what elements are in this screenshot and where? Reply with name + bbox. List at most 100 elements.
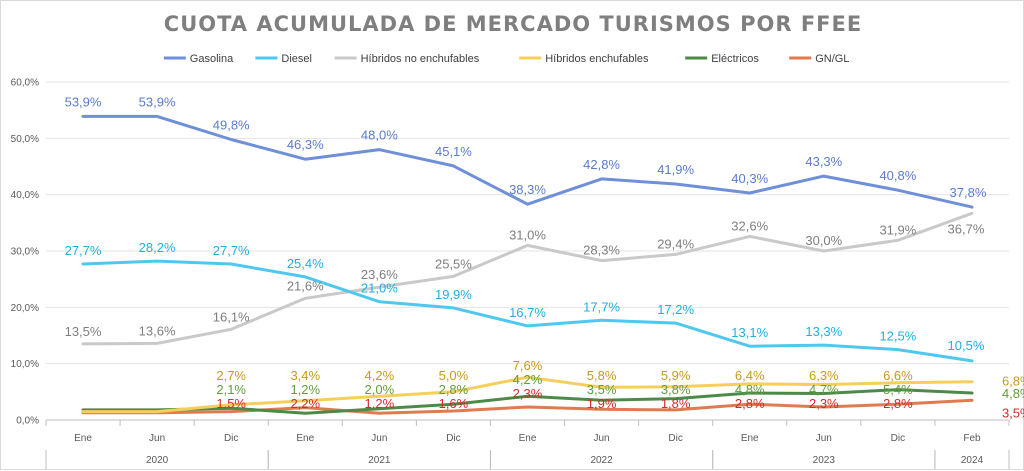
data-label: 13,3% <box>805 324 842 339</box>
x-tick-label: Ene <box>296 433 314 444</box>
legend-label: Híbridos enchufables <box>545 53 649 65</box>
x-tick-label: Feb <box>963 433 981 444</box>
data-label: 40,3% <box>731 171 768 186</box>
y-axis: 0,0% 10,0% 20,0% 30,0% 40,0% 50,0% 60,0% <box>11 78 39 427</box>
data-label: 5,8% <box>587 368 617 383</box>
x-tick-label: Ene <box>519 433 537 444</box>
data-label: 30,0% <box>805 233 842 248</box>
y-tick-label: 0,0% <box>16 416 39 427</box>
data-label: 2,8% <box>439 382 469 397</box>
data-label: 2,3% <box>513 386 543 401</box>
series-line-el-ctricos <box>81 388 974 415</box>
year-label: 2023 <box>813 455 836 466</box>
data-label: 2,3% <box>809 396 839 411</box>
data-label: 3,5% <box>587 382 617 397</box>
data-label: 2,7% <box>216 368 246 383</box>
data-label: 4,2% <box>365 368 395 383</box>
data-label: 23,6% <box>361 267 398 282</box>
data-label: 10,5% <box>948 338 985 353</box>
data-label: 6,6% <box>883 368 913 383</box>
data-label: 17,2% <box>657 302 694 317</box>
data-label: 1,2% <box>365 396 395 411</box>
y-tick-label: 20,0% <box>11 303 39 314</box>
data-label: 1,6% <box>439 396 469 411</box>
x-tick-label: Dic <box>891 433 905 444</box>
data-label: 27,7% <box>65 243 102 258</box>
data-label: 49,8% <box>213 117 250 132</box>
data-label: 46,3% <box>287 137 324 152</box>
data-label: 3,4% <box>290 368 320 383</box>
data-label: 25,5% <box>435 256 472 271</box>
data-label: 31,0% <box>509 227 546 242</box>
legend-label: GN/GL <box>815 53 849 65</box>
data-label: 2,2% <box>290 396 320 411</box>
data-label: 13,1% <box>731 325 768 340</box>
data-label: 31,9% <box>879 222 916 237</box>
legend-label: Híbridos no enchufables <box>361 53 480 65</box>
data-label: 42,8% <box>583 157 620 172</box>
data-labels: 53,9% 53,9% 49,8% 46,3% 48,0% 45,1% 38,3% 42,8%… <box>65 94 1024 420</box>
y-tick-label: 10,0% <box>11 359 39 370</box>
y-tick-label: 40,0% <box>11 190 39 201</box>
data-label: 27,7% <box>213 243 250 258</box>
data-label: 16,7% <box>509 305 546 320</box>
year-label: 2024 <box>961 455 984 466</box>
data-label: 2,8% <box>735 396 765 411</box>
year-label: 2021 <box>368 455 391 466</box>
data-label: 2,0% <box>365 382 395 397</box>
x-tick-label: Dic <box>668 433 682 444</box>
data-label: 40,8% <box>879 168 916 183</box>
data-label: 32,6% <box>731 218 768 233</box>
x-tick-label: Dic <box>224 433 238 444</box>
data-label: 53,9% <box>65 94 102 109</box>
x-axis: Ene Jun Dic Ene Jun Dic Ene Jun Dic Ene Jun Dic Feb 2… <box>45 419 1010 469</box>
x-tick-label: Jun <box>371 433 387 444</box>
data-label: 36,7% <box>948 221 985 236</box>
data-label: 38,3% <box>509 182 546 197</box>
data-label: 7,6% <box>513 358 543 373</box>
data-label: 3,8% <box>661 382 691 397</box>
data-label: 37,8% <box>950 185 987 200</box>
chart-title: CUOTA ACUMULADA DE MERCADO TURISMOS POR … <box>164 12 862 36</box>
data-label: 5,9% <box>661 368 691 383</box>
data-label: 3,5% <box>1002 405 1024 420</box>
x-tick-label: Ene <box>741 433 759 444</box>
data-label: 25,4% <box>287 256 324 271</box>
data-label: 17,7% <box>583 299 620 314</box>
y-tick-label: 60,0% <box>11 78 39 89</box>
x-tick-label: Jun <box>594 433 610 444</box>
data-label: 1,2% <box>290 382 320 397</box>
data-label: 1,8% <box>661 396 691 411</box>
legend: Gasolina Diesel Híbridos no enchufables Híb… <box>163 53 849 65</box>
data-label: 12,5% <box>879 329 916 344</box>
data-label: 43,3% <box>805 154 842 169</box>
series-line-diesel <box>81 259 974 363</box>
data-label: 4,8% <box>1002 386 1024 401</box>
data-label: 19,9% <box>435 287 472 302</box>
data-label: 28,2% <box>139 240 176 255</box>
data-label: 53,9% <box>139 94 176 109</box>
data-label: 4,8% <box>735 382 765 397</box>
series-lines <box>81 114 974 415</box>
x-tick-label: Dic <box>446 433 460 444</box>
data-label: 1,9% <box>587 396 617 411</box>
year-label: 2020 <box>146 455 169 466</box>
series-line-gn-gl <box>81 398 974 415</box>
data-label: 2,1% <box>216 382 246 397</box>
legend-label: Gasolina <box>190 53 234 65</box>
legend-label: Eléctricos <box>711 53 759 65</box>
year-label: 2022 <box>590 455 613 466</box>
data-label: 16,1% <box>213 309 250 324</box>
data-label: 2,8% <box>883 396 913 411</box>
data-label: 21,6% <box>287 278 324 293</box>
data-label: 1,5% <box>216 396 246 411</box>
data-label: 13,5% <box>65 324 102 339</box>
data-label: 5,0% <box>439 368 469 383</box>
data-label: 48,0% <box>361 128 398 143</box>
series-line-gasolina <box>81 114 974 209</box>
data-label: 5,4% <box>883 382 913 397</box>
data-label: 6,4% <box>735 368 765 383</box>
data-label: 6,3% <box>809 368 839 383</box>
x-tick-label: Jun <box>816 433 832 444</box>
